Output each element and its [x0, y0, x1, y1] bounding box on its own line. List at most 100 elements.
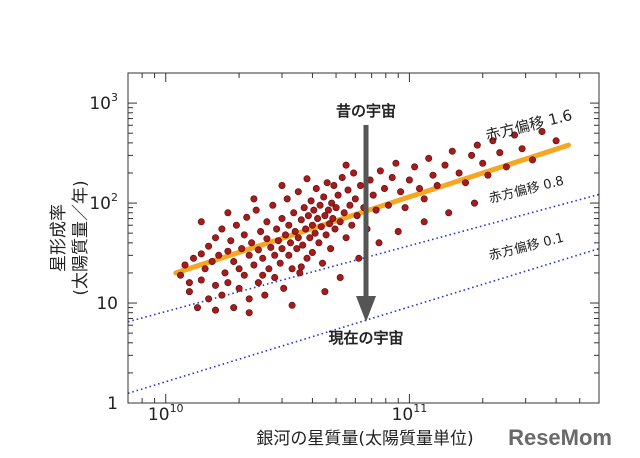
- data-point: [293, 245, 301, 253]
- data-point: [269, 201, 277, 209]
- data-point: [232, 221, 240, 229]
- data-point: [340, 209, 348, 217]
- data-point: [496, 149, 504, 157]
- data-point: [344, 186, 352, 194]
- data-point: [420, 218, 428, 226]
- data-point: [401, 204, 409, 212]
- data-point: [185, 279, 193, 287]
- time-arrow: [356, 125, 376, 322]
- data-point: [245, 295, 253, 303]
- data-point: [294, 188, 302, 196]
- y-tick-label: 103: [89, 91, 118, 114]
- data-point: [218, 291, 226, 299]
- data-point: [350, 169, 358, 177]
- data-point: [243, 213, 251, 221]
- data-point: [455, 169, 463, 177]
- data-point: [278, 215, 286, 223]
- data-point: [271, 251, 279, 259]
- data-point: [502, 163, 510, 171]
- data-point: [190, 254, 198, 262]
- data-point: [489, 137, 497, 145]
- data-point: [302, 225, 310, 233]
- data-point: [240, 271, 248, 279]
- data-point: [230, 257, 238, 265]
- data-point: [306, 234, 314, 242]
- data-point: [276, 259, 284, 267]
- time-arrow-head: [356, 296, 376, 322]
- data-point: [405, 176, 413, 184]
- x-tick-label: 1010: [148, 402, 184, 425]
- data-point: [470, 199, 478, 207]
- data-point: [310, 206, 318, 214]
- series-label-z01: 赤方偏移 0.1: [487, 230, 565, 264]
- data-point: [336, 218, 344, 226]
- data-point: [312, 185, 320, 193]
- data-point: [300, 204, 308, 212]
- data-point: [294, 234, 302, 242]
- y-tick-label: 1: [107, 394, 118, 414]
- data-point: [307, 197, 315, 205]
- data-point: [250, 261, 258, 269]
- series-label-z08: 赤方偏移 0.8: [487, 173, 565, 207]
- data-point: [338, 174, 346, 182]
- data-point: [288, 301, 296, 309]
- data-point: [303, 254, 311, 262]
- data-point: [441, 161, 449, 169]
- data-point: [308, 221, 316, 229]
- data-point: [299, 241, 307, 249]
- data-point: [353, 212, 361, 220]
- data-point: [429, 171, 437, 179]
- data-point: [318, 259, 326, 267]
- data-point: [304, 212, 312, 220]
- data-point: [332, 204, 340, 212]
- data-point: [245, 309, 253, 317]
- data-point: [271, 273, 279, 281]
- data-point: [448, 147, 456, 155]
- data-point: [267, 243, 275, 251]
- data-point: [415, 185, 423, 193]
- data-point: [245, 251, 253, 259]
- data-point: [331, 225, 339, 233]
- data-point: [263, 235, 271, 243]
- annotation-present-universe: 現在の宇宙: [328, 329, 403, 347]
- data-point: [265, 265, 273, 273]
- data-point: [323, 179, 331, 187]
- data-point: [321, 288, 329, 296]
- data-point: [177, 271, 185, 279]
- data-point: [538, 128, 546, 136]
- plot-frame: [127, 72, 600, 404]
- data-point: [324, 206, 332, 214]
- annotation-past-universe: 昔の宇宙: [336, 102, 396, 120]
- data-point: [208, 257, 216, 265]
- points-layer: [177, 128, 560, 317]
- data-point: [205, 242, 213, 250]
- data-point: [197, 218, 205, 226]
- data-point: [254, 246, 262, 254]
- data-point: [296, 269, 304, 277]
- data-point: [197, 250, 205, 258]
- y-tick-label: 10: [96, 294, 118, 314]
- data-point: [238, 245, 246, 253]
- data-point: [518, 145, 526, 153]
- data-point: [321, 212, 329, 220]
- data-point: [235, 265, 243, 273]
- data-point: [285, 251, 293, 259]
- data-point: [473, 141, 481, 149]
- data-point: [552, 137, 560, 145]
- data-point: [278, 245, 286, 253]
- data-point: [346, 201, 354, 209]
- data-point: [322, 231, 330, 239]
- data-point: [510, 131, 518, 139]
- series-line-2: [127, 247, 600, 395]
- data-point: [250, 195, 258, 203]
- data-point: [397, 188, 405, 196]
- data-point: [224, 247, 232, 255]
- data-point: [316, 201, 324, 209]
- y-axis-title-line1: 星形成率: [49, 204, 69, 272]
- data-point: [248, 239, 256, 247]
- data-point: [212, 234, 220, 242]
- data-point: [297, 216, 305, 224]
- data-point: [376, 167, 384, 175]
- data-point: [205, 295, 213, 303]
- data-point: [288, 265, 296, 273]
